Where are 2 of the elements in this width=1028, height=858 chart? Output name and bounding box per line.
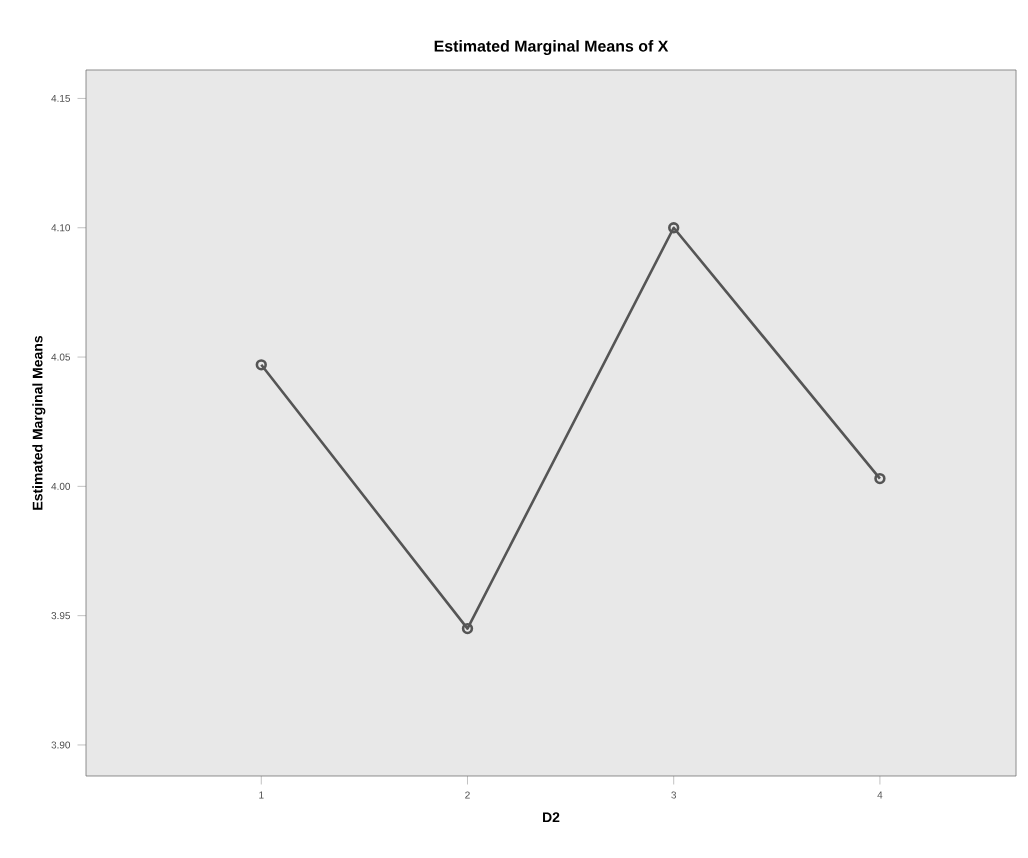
point xyxy=(668,222,680,234)
point xyxy=(461,622,474,635)
